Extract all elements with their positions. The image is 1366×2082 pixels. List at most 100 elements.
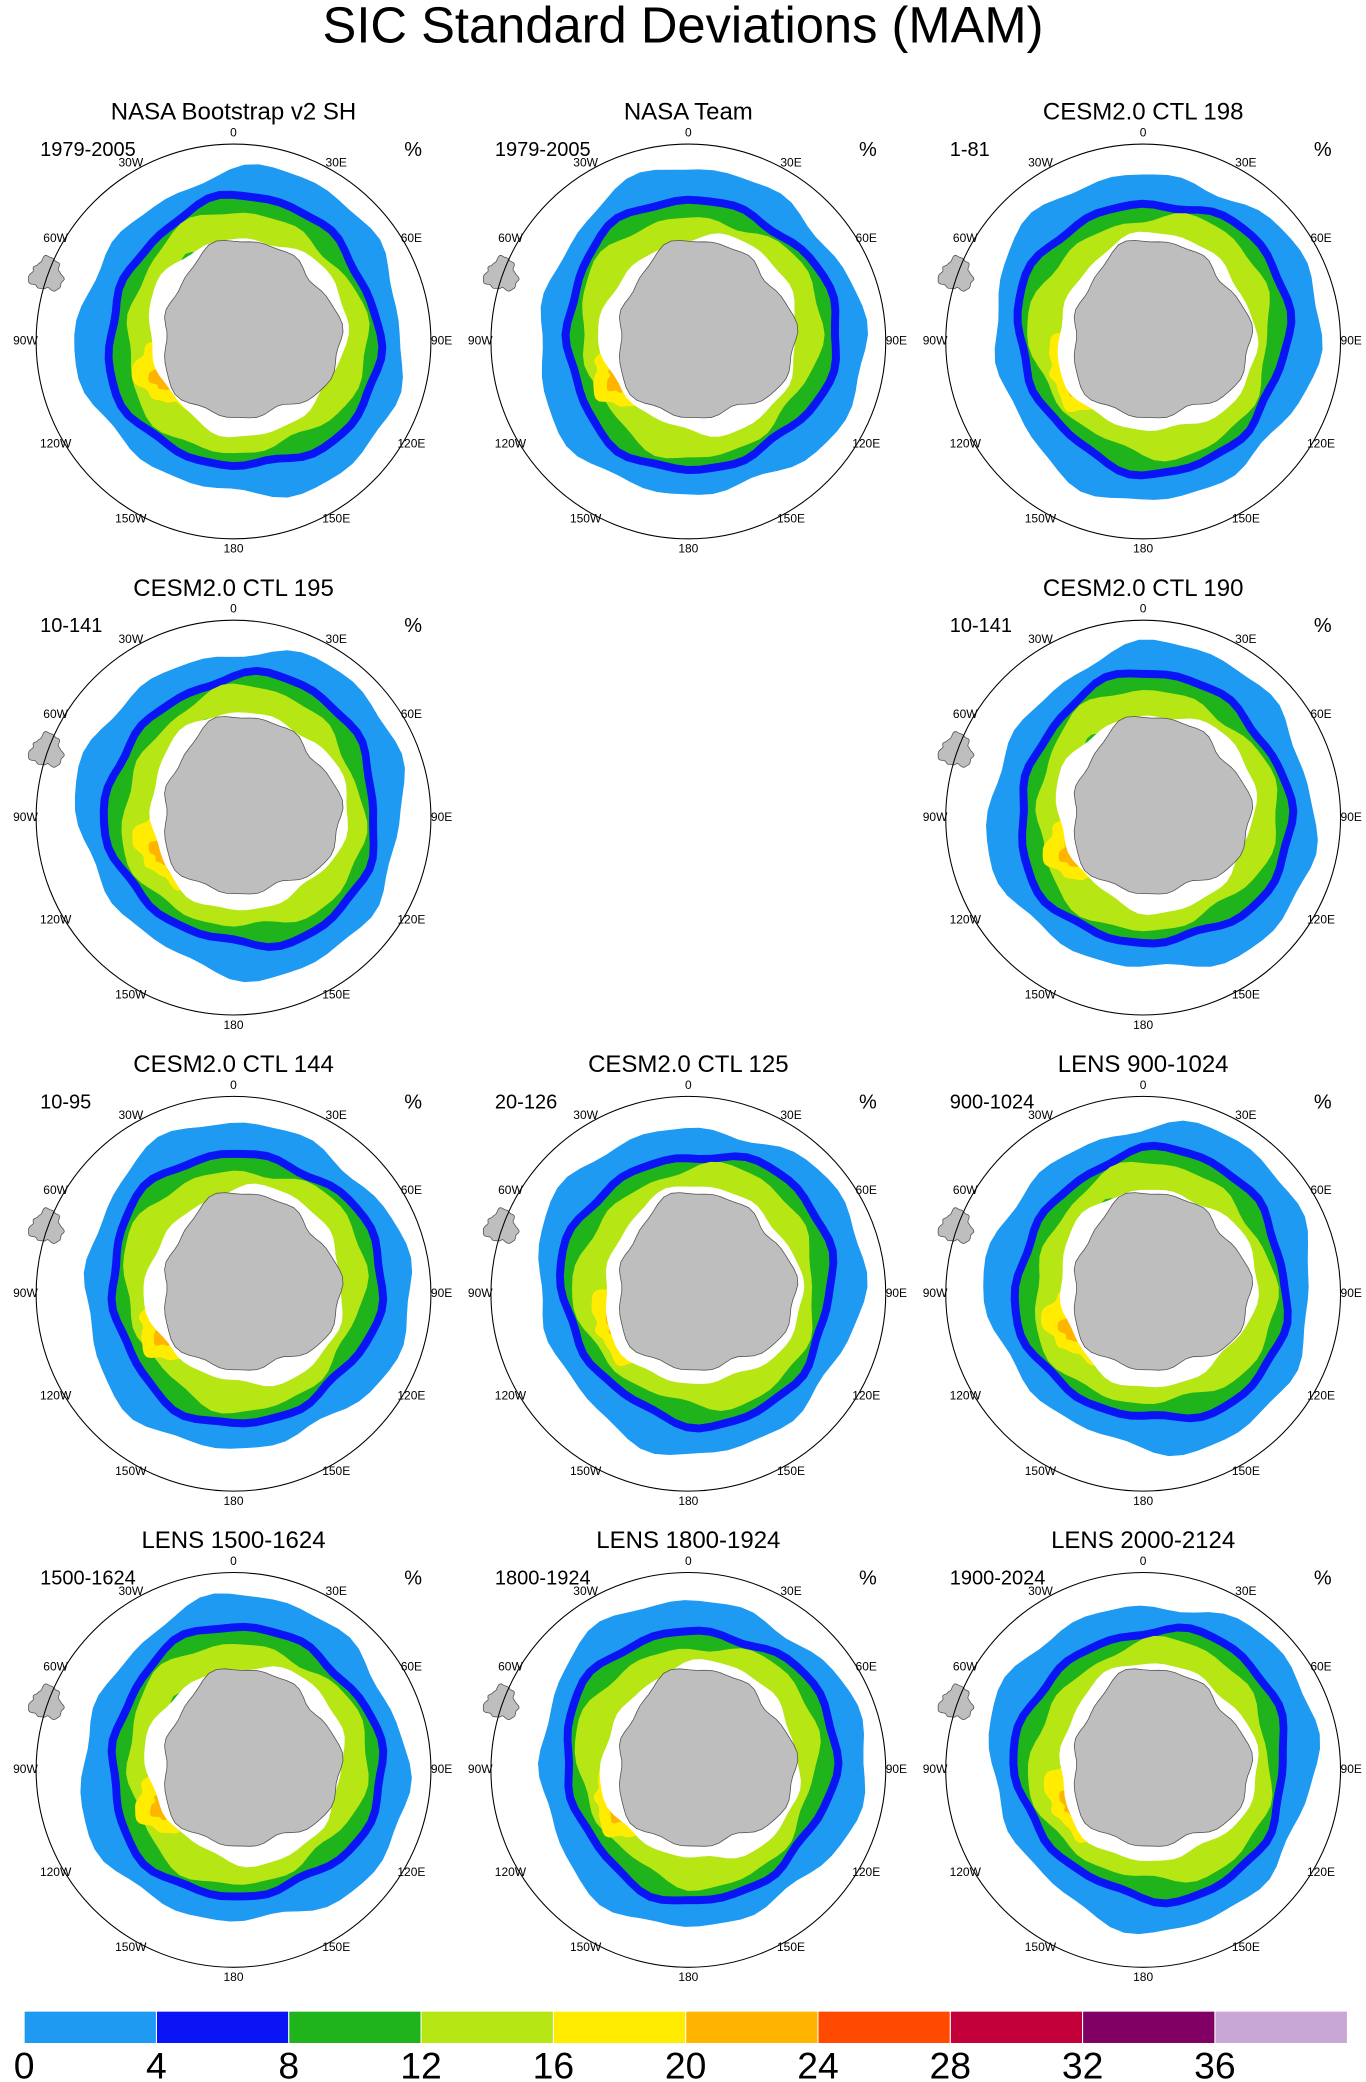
colorbar-bin <box>420 2010 554 2044</box>
longitude-label: 30E <box>780 1108 801 1122</box>
longitude-label: 0 <box>1140 1078 1147 1092</box>
panel-title: CESM2.0 CTL 190 <box>1043 575 1244 602</box>
colorbar-bin <box>949 2010 1083 2044</box>
longitude-label: 150E <box>777 1940 805 1954</box>
longitude-label: 180 <box>1133 1970 1153 1984</box>
longitude-label: 30E <box>326 1108 347 1122</box>
panel: NASA Bootstrap v2 SH 1979-2005 % 0 30E 60E 90E… <box>13 99 452 556</box>
longitude-label: 60W <box>43 231 68 245</box>
panel-title: CESM2.0 CTL 144 <box>133 1051 334 1078</box>
longitude-label: 60E <box>401 1659 422 1673</box>
panel-period: 1500-1624 <box>40 1567 136 1589</box>
longitude-label: 90E <box>431 1762 452 1776</box>
map-boundary <box>35 1571 432 1968</box>
panel: LENS 900-1024 900-1024 % 0 30E 60E 90E 120E 150E… <box>923 1051 1362 1508</box>
longitude-label: 90W <box>13 334 38 348</box>
map-boundary <box>945 143 1342 540</box>
panel-title: NASA Bootstrap v2 SH <box>111 99 356 126</box>
longitude-label: 60W <box>953 1183 978 1197</box>
longitude-label: 30W <box>573 1584 598 1598</box>
antarctica <box>618 1192 799 1371</box>
panel: CESM2.0 CTL 125 20-126 % 0 30E 60E 90E 120E 150E… <box>468 1051 907 1508</box>
longitude-label: 90E <box>1341 334 1362 348</box>
longitude-label: 60W <box>953 707 978 721</box>
colorbar-label: 20 <box>665 2045 707 2082</box>
longitude-label: 30W <box>573 1108 598 1122</box>
longitude-label: 30E <box>1235 156 1256 170</box>
longitude-label: 60E <box>1310 1659 1331 1673</box>
panel-title: CESM2.0 CTL 125 <box>588 1051 789 1078</box>
panel-units: % <box>859 1091 877 1113</box>
longitude-label: 180 <box>678 1970 698 1984</box>
map-boundary <box>945 1571 1342 1968</box>
south-america <box>937 1683 975 1721</box>
longitude-label: 0 <box>1140 126 1147 140</box>
longitude-label: 60E <box>856 1659 877 1673</box>
longitude-label: 120W <box>40 1865 72 1879</box>
panel-units: % <box>1314 1091 1332 1113</box>
longitude-label: 90W <box>13 810 38 824</box>
longitude-label: 90E <box>886 1286 907 1300</box>
longitude-label: 60E <box>1310 1183 1331 1197</box>
longitude-label: 60W <box>498 231 523 245</box>
longitude-label: 120E <box>852 1389 880 1403</box>
panel: NASA Team 1979-2005 % 0 30E 60E 90E 120E 150E 180… <box>468 99 907 556</box>
longitude-label: 150E <box>322 1940 350 1954</box>
panel-title: NASA Team <box>624 99 753 126</box>
longitude-label: 120W <box>495 1865 527 1879</box>
panel-period: 1900-2024 <box>950 1567 1046 1589</box>
panel: CESM2.0 CTL 198 1-81 % 0 30E 60E 90E 120E 150E 18… <box>923 99 1362 556</box>
longitude-label: 120E <box>1307 1389 1335 1403</box>
longitude-label: 150W <box>570 1940 602 1954</box>
south-america <box>937 255 975 292</box>
antarctica <box>1073 716 1254 895</box>
longitude-label: 30E <box>326 632 347 646</box>
panel-units: % <box>1314 615 1332 637</box>
panel-title: LENS 1800-1924 <box>596 1527 780 1554</box>
longitude-label: 30E <box>326 1584 347 1598</box>
longitude-label: 90W <box>923 1762 948 1776</box>
longitude-label: 120W <box>495 1389 527 1403</box>
south-america <box>482 1207 520 1244</box>
longitude-label: 120W <box>40 912 72 926</box>
longitude-label: 60E <box>401 1183 422 1197</box>
panel-period: 10-141 <box>950 615 1012 637</box>
longitude-label: 0 <box>1140 1554 1147 1568</box>
panel-units: % <box>859 1567 877 1589</box>
longitude-label: 180 <box>1133 542 1153 556</box>
colorbar-label: 0 <box>14 2045 35 2082</box>
south-america <box>482 255 520 292</box>
colorbar-bin <box>1082 2010 1216 2044</box>
map-boundary <box>945 1095 1342 1492</box>
longitude-label: 30E <box>326 156 347 170</box>
map-boundary <box>945 619 1342 1016</box>
longitude-label: 60E <box>856 231 877 245</box>
longitude-label: 150E <box>1232 1464 1260 1478</box>
panel-units: % <box>404 615 422 637</box>
panel-period: 1979-2005 <box>40 139 136 161</box>
map-boundary <box>35 143 432 540</box>
colorbar-label: 12 <box>400 2045 442 2082</box>
map-boundary <box>490 1095 887 1492</box>
longitude-label: 180 <box>678 1494 698 1508</box>
longitude-label: 30W <box>1028 1108 1053 1122</box>
longitude-label: 90E <box>886 334 907 348</box>
longitude-label: 60W <box>43 707 68 721</box>
longitude-label: 0 <box>685 1554 692 1568</box>
longitude-label: 120E <box>1307 912 1335 926</box>
longitude-label: 90E <box>886 1762 907 1776</box>
panel: CESM2.0 CTL 195 10-141 % 0 30E 60E 90E 120E 150E… <box>13 575 452 1032</box>
longitude-label: 0 <box>685 126 692 140</box>
longitude-label: 30E <box>1235 1584 1256 1598</box>
longitude-label: 30W <box>1028 632 1053 646</box>
longitude-label: 120W <box>40 436 72 450</box>
longitude-label: 90W <box>468 1286 493 1300</box>
colorbar-bin <box>156 2010 290 2044</box>
colorbar-label: 24 <box>797 2045 839 2082</box>
colorbar-label: 36 <box>1194 2045 1236 2082</box>
longitude-label: 180 <box>224 542 244 556</box>
antarctica <box>618 239 799 419</box>
